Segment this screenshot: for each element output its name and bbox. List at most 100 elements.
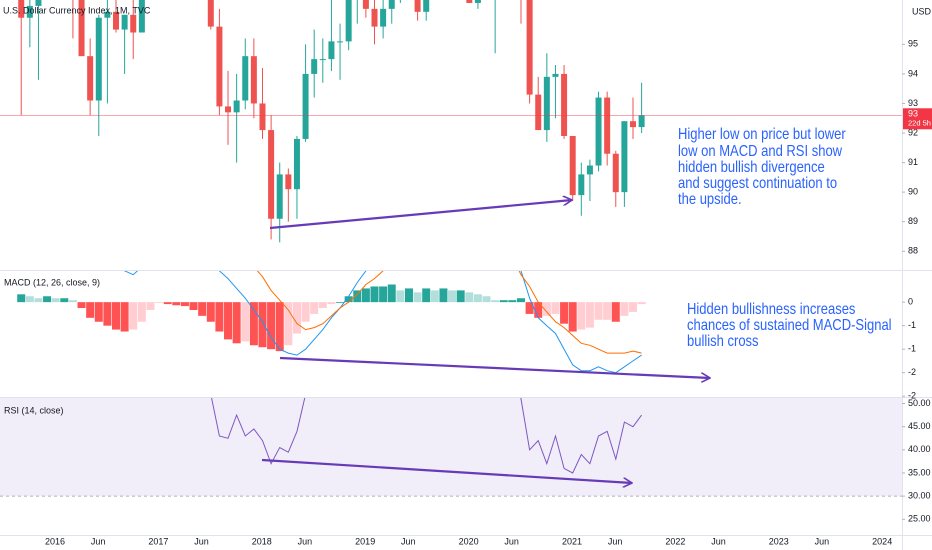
candle-body [259, 103, 266, 131]
divergence-arrow [279, 356, 710, 378]
macd-pane [17, 271, 646, 374]
histogram-bar [34, 298, 43, 303]
y-tick-label: 91 [908, 157, 918, 167]
signal-line [256, 271, 642, 354]
histogram-bar [404, 288, 413, 303]
x-tick-label: Jun [401, 536, 416, 546]
histogram-bar [292, 302, 301, 334]
annotation-line: and suggest continuation to [678, 175, 837, 192]
histogram-bar [180, 302, 189, 307]
annotation-line: low on MACD and RSI show [678, 143, 843, 160]
candle-body [78, 0, 85, 57]
histogram-bar [361, 288, 370, 303]
candle-body [276, 174, 283, 219]
x-tick-label: 2018 [252, 536, 272, 546]
histogram-bar [542, 302, 551, 316]
candle-body [328, 41, 335, 60]
candle-body [371, 8, 378, 27]
y-tick-label: 30.00 [908, 490, 931, 500]
histogram-bar [387, 284, 396, 303]
histogram-bar [499, 300, 508, 303]
y-tick-label: 0 [908, 297, 913, 307]
macd-pane-title: MACD (12, 26, close, 9) [4, 277, 100, 287]
candle-body [466, 0, 473, 3]
last-price-label: 93 [908, 109, 918, 119]
histogram-bar [112, 302, 121, 330]
histogram-bar [439, 288, 448, 303]
histogram-bar [637, 302, 646, 305]
histogram-bar [611, 302, 620, 322]
price-annotation: Higher low on price but lower low on MAC… [678, 126, 846, 208]
candle-body [380, 8, 387, 27]
candle-body [604, 97, 611, 154]
candle-body [630, 121, 637, 128]
histogram-bar [163, 302, 172, 305]
histogram-bar [327, 302, 336, 305]
histogram-bar [146, 302, 155, 310]
histogram-bar [318, 302, 327, 309]
histogram-bar [534, 302, 543, 318]
histogram-bar [551, 302, 560, 314]
x-tick-label: 2021 [562, 536, 582, 546]
histogram-bar [172, 302, 181, 306]
candle-body [388, 0, 395, 9]
candle-body [474, 0, 481, 3]
candle-body [311, 59, 318, 74]
y-tick-label: 92 [908, 127, 918, 137]
histogram-bar [568, 302, 577, 332]
x-tick-label: 2020 [459, 536, 479, 546]
candle-body [268, 130, 275, 219]
candle-body [612, 153, 619, 193]
histogram-bar [422, 288, 431, 303]
histogram-bar [129, 302, 138, 330]
histogram-bar [585, 302, 594, 328]
countdown-label: 22d 5h [908, 118, 931, 127]
candle-body [319, 59, 326, 61]
y-tick-label: 93 [908, 98, 918, 108]
x-tick-label: Jun [504, 536, 519, 546]
histogram-bar [241, 302, 250, 342]
histogram-bar [594, 302, 603, 320]
histogram-bar [430, 290, 439, 303]
y-tick-label: 89 [908, 216, 918, 226]
histogram-bar [120, 302, 129, 332]
histogram-bar [508, 300, 517, 303]
y-tick-label: 45.00 [908, 421, 931, 431]
y-tick-label: 50.00 [908, 398, 931, 408]
y-tick-label: -1 [908, 344, 916, 354]
candle-body [285, 174, 292, 190]
histogram-bar [344, 296, 353, 303]
candle-body [130, 14, 137, 33]
histogram-bar [232, 302, 241, 344]
histogram-bar [206, 302, 215, 322]
histogram-bar [198, 302, 207, 316]
x-tick-label: 2016 [45, 536, 65, 546]
y-tick-label: 35.00 [908, 467, 931, 477]
candle-body [233, 100, 240, 113]
annotation-line: chances of sustained MACD-Signal [687, 317, 892, 334]
divergence-arrow [261, 458, 632, 483]
rsi-line [211, 398, 643, 474]
histogram-bar [310, 302, 319, 314]
x-tick-label: Jun [608, 536, 623, 546]
x-tick-label: 2019 [355, 536, 375, 546]
candle-body [104, 11, 111, 18]
candle-body [250, 56, 257, 104]
histogram-bar [516, 298, 525, 303]
histogram-bar [137, 302, 146, 322]
x-tick-label: 2024 [872, 536, 892, 546]
histogram-bar [25, 296, 34, 303]
rsi-pane-title: RSI (14, close) [4, 405, 64, 415]
y-tick-label: 94 [908, 68, 918, 78]
histogram-bar [301, 302, 310, 322]
x-tick-label: 2022 [665, 536, 685, 546]
candle-body [414, 0, 421, 12]
rsi-pane [0, 398, 902, 497]
candle-body [526, 0, 533, 95]
histogram-bar [51, 298, 60, 303]
histogram-bar [482, 296, 491, 303]
histogram-bar [353, 290, 362, 303]
histogram-bar [336, 302, 345, 303]
candle-body [207, 0, 214, 27]
